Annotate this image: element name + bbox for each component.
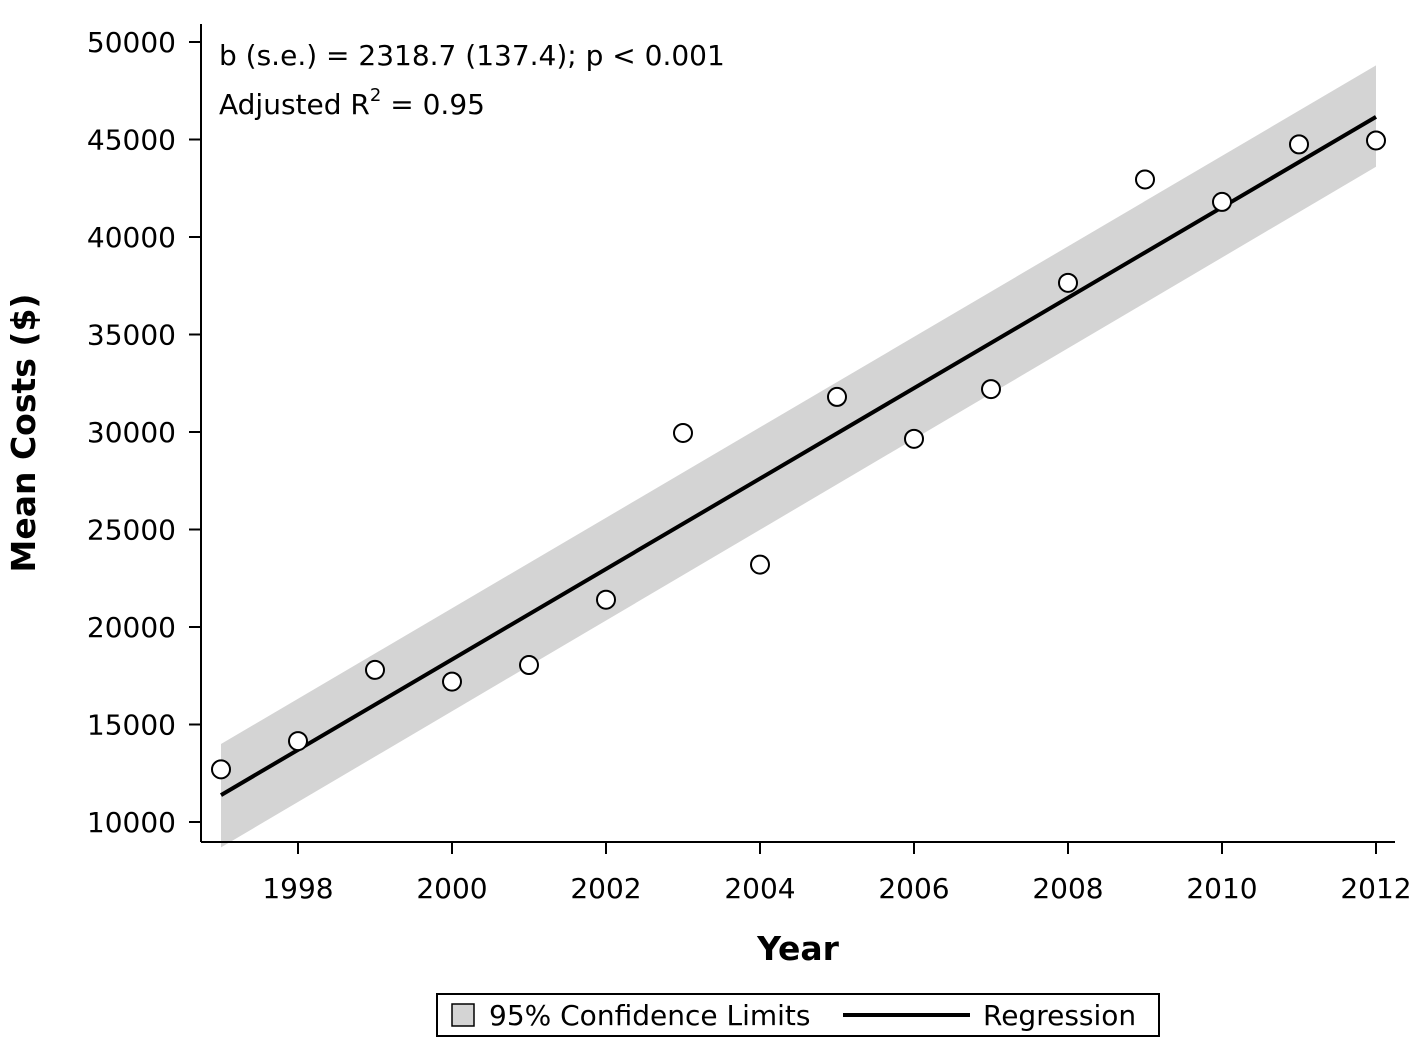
x-tick-label: 2006 bbox=[878, 872, 949, 905]
regression-line bbox=[219, 115, 1378, 797]
y-axis-title: Mean Costs ($) bbox=[4, 293, 43, 572]
x-tick-label: 2000 bbox=[416, 872, 487, 905]
data-point bbox=[1135, 169, 1155, 190]
y-tick-label: 25000 bbox=[87, 514, 176, 547]
data-point bbox=[904, 428, 924, 449]
data-point bbox=[827, 386, 847, 407]
r-squared-value: = 0.95 bbox=[381, 88, 485, 121]
stats-annotation-line2: Adjusted R2 = 0.95 bbox=[219, 85, 485, 121]
data-point bbox=[596, 589, 616, 610]
data-point bbox=[442, 671, 462, 692]
x-tick-label: 2008 bbox=[1032, 872, 1103, 905]
y-tick-label: 20000 bbox=[87, 611, 176, 644]
data-point bbox=[750, 554, 770, 575]
data-point bbox=[211, 759, 231, 780]
data-point bbox=[981, 379, 1001, 400]
data-point bbox=[1058, 272, 1078, 293]
x-ticks: 1998 2000 2002 2004 2006 2008 2010 2012 bbox=[262, 842, 1412, 905]
legend-box bbox=[436, 993, 1160, 1037]
stats-annotation-line1: b (s.e.) = 2318.7 (137.4); p < 0.001 bbox=[219, 39, 725, 72]
x-tick-label: 2004 bbox=[724, 872, 795, 905]
data-points bbox=[211, 130, 1386, 780]
y-tick-label: 35000 bbox=[87, 319, 176, 352]
data-point bbox=[519, 655, 539, 676]
x-tick-label: 2012 bbox=[1340, 872, 1411, 905]
x-tick-label: 2002 bbox=[570, 872, 641, 905]
x-axis-title: Year bbox=[756, 929, 840, 968]
data-point bbox=[1289, 134, 1309, 155]
legend: 95% Confidence Limits Regression bbox=[436, 993, 1160, 1037]
r-squared-superscript: 2 bbox=[370, 85, 381, 106]
y-tick-label: 50000 bbox=[87, 26, 176, 59]
y-tick-label: 15000 bbox=[87, 709, 176, 742]
data-point bbox=[673, 422, 693, 443]
r-squared-label: Adjusted R bbox=[219, 88, 370, 121]
y-tick-label: 40000 bbox=[87, 221, 176, 254]
y-tick-label: 45000 bbox=[87, 124, 176, 157]
x-tick-label: 1998 bbox=[262, 872, 333, 905]
data-point bbox=[1366, 130, 1386, 151]
legend-regression-label: Regression bbox=[983, 999, 1136, 1032]
y-tick-label: 30000 bbox=[87, 416, 176, 449]
data-point bbox=[288, 731, 308, 752]
x-tick-label: 2010 bbox=[1186, 872, 1257, 905]
regression-layer bbox=[219, 115, 1378, 797]
legend-band-swatch bbox=[451, 1003, 475, 1027]
legend-band-label: 95% Confidence Limits bbox=[489, 999, 810, 1032]
data-point bbox=[1212, 191, 1232, 212]
data-point bbox=[365, 659, 385, 680]
y-tick-label: 10000 bbox=[87, 806, 176, 839]
y-ticks: 10000 15000 20000 25000 30000 35000 40000 45000… bbox=[87, 26, 201, 839]
